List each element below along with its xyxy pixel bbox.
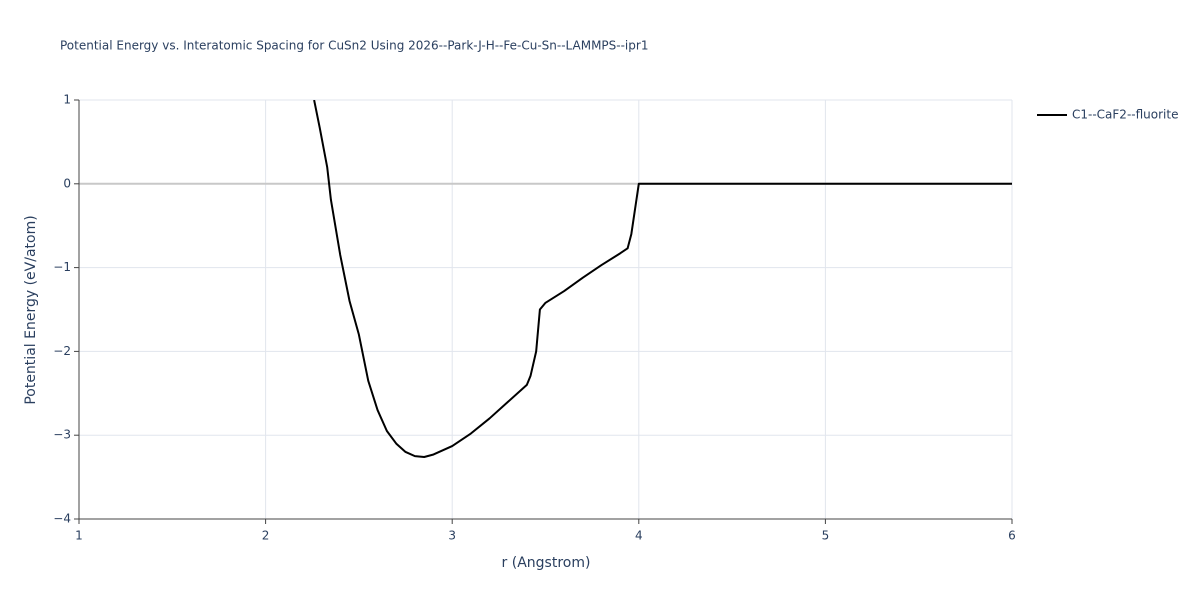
legend-item[interactable]: C1--CaF2--fluorite	[1037, 108, 1178, 122]
y-tick-label: −4	[53, 512, 71, 526]
x-tick-label: 2	[262, 529, 270, 543]
y-tick-label: 1	[63, 93, 71, 107]
plot-area	[313, 100, 1012, 458]
y-axis-title: Potential Energy (eV/atom)	[23, 215, 39, 404]
y-tick-label: −1	[53, 260, 71, 274]
y-tick-label: −2	[53, 344, 71, 358]
grid	[78, 99, 1013, 520]
data-line	[313, 100, 1012, 458]
x-axis-title: r (Angstrom)	[502, 555, 591, 571]
x-tick-label: 6	[1008, 529, 1016, 543]
x-tick-label: 3	[448, 529, 456, 543]
x-tick-label: 5	[822, 529, 830, 543]
legend-label: C1--CaF2--fluorite	[1072, 108, 1178, 122]
y-tick-label: −3	[53, 428, 71, 442]
legend: C1--CaF2--fluorite	[1037, 108, 1178, 122]
axes: 1 2 3 4 5 6 1 0 −1 −2 −3 −4	[53, 93, 1016, 543]
y-tick-label: 0	[63, 176, 71, 190]
x-tick-label: 1	[75, 529, 83, 543]
chart-title: Potential Energy vs. Interatomic Spacing…	[60, 39, 648, 53]
x-tick-label: 4	[635, 529, 643, 543]
